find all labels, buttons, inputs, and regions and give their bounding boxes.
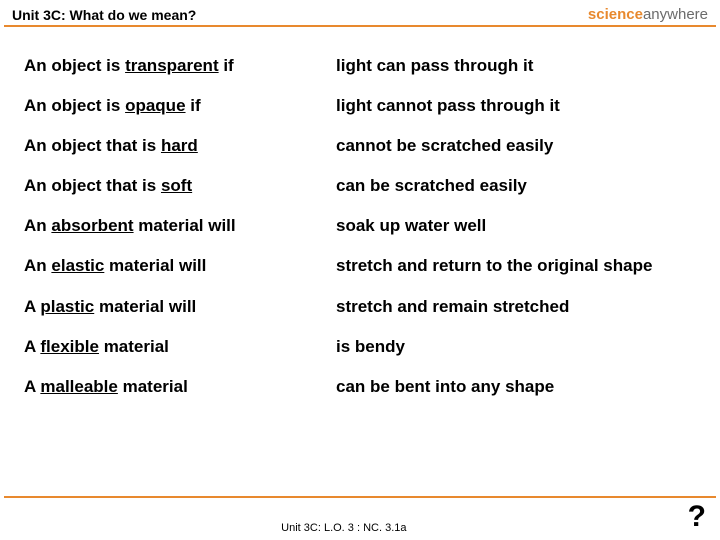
- term-cell: An object that is hard: [24, 135, 336, 157]
- help-qmark[interactable]: ?: [688, 502, 706, 534]
- logo-left: science: [588, 6, 643, 23]
- definition-cell: cannot be scratched easily: [336, 135, 696, 157]
- term-pre: An object is: [24, 56, 125, 75]
- footer: Unit 3C: L.O. 3 : NC. 3.1a ?: [0, 496, 720, 534]
- term-cell: A flexible material: [24, 336, 336, 358]
- term-keyword: transparent: [125, 56, 219, 75]
- term-cell: A plastic material will: [24, 296, 336, 318]
- term-post: material: [99, 337, 169, 356]
- term-pre: A: [24, 377, 40, 396]
- term-keyword: flexible: [40, 337, 99, 356]
- term-pre: An: [24, 216, 51, 235]
- definition-row: An elastic material willstretch and retu…: [24, 255, 696, 277]
- definition-row: A plastic material willstretch and remai…: [24, 296, 696, 318]
- term-pre: A: [24, 337, 40, 356]
- footer-row: Unit 3C: L.O. 3 : NC. 3.1a ?: [0, 502, 720, 534]
- term-post: material: [118, 377, 188, 396]
- definition-cell: is bendy: [336, 336, 696, 358]
- term-pre: An object that is: [24, 176, 161, 195]
- definition-row: An object is transparent iflight can pas…: [24, 55, 696, 77]
- definition-row: An object is opaque iflight cannot pass …: [24, 95, 696, 117]
- unit-title: Unit 3C: What do we mean?: [12, 7, 196, 23]
- header: Unit 3C: What do we mean? scienceanywher…: [0, 0, 720, 25]
- definition-cell: stretch and return to the original shape: [336, 255, 696, 277]
- term-keyword: hard: [161, 136, 198, 155]
- definition-row: An absorbent material willsoak up water …: [24, 215, 696, 237]
- logo-right: anywhere: [643, 6, 708, 23]
- definition-row: A flexible materialis bendy: [24, 336, 696, 358]
- definition-cell: stretch and remain stretched: [336, 296, 696, 318]
- term-pre: An object is: [24, 96, 125, 115]
- term-post: material will: [104, 256, 206, 275]
- definition-row: An object that is softcan be scratched e…: [24, 175, 696, 197]
- term-pre: An: [24, 256, 51, 275]
- definition-cell: can be scratched easily: [336, 175, 696, 197]
- term-keyword: absorbent: [51, 216, 133, 235]
- definition-cell: light cannot pass through it: [336, 95, 696, 117]
- term-cell: An object is transparent if: [24, 55, 336, 77]
- term-keyword: soft: [161, 176, 192, 195]
- term-cell: An elastic material will: [24, 255, 336, 277]
- term-pre: A: [24, 297, 40, 316]
- definition-cell: soak up water well: [336, 215, 696, 237]
- term-keyword: plastic: [40, 297, 94, 316]
- definition-cell: light can pass through it: [336, 55, 696, 77]
- term-post: if: [186, 96, 201, 115]
- footer-rule: [4, 496, 716, 498]
- definition-row: A malleable materialcan be bent into any…: [24, 376, 696, 398]
- term-cell: An object that is soft: [24, 175, 336, 197]
- term-pre: An object that is: [24, 136, 161, 155]
- definition-cell: can be bent into any shape: [336, 376, 696, 398]
- term-cell: An absorbent material will: [24, 215, 336, 237]
- header-rule: [4, 25, 716, 27]
- footer-ref: Unit 3C: L.O. 3 : NC. 3.1a: [0, 522, 688, 534]
- term-cell: A malleable material: [24, 376, 336, 398]
- term-keyword: malleable: [40, 377, 118, 396]
- term-cell: An object is opaque if: [24, 95, 336, 117]
- term-keyword: opaque: [125, 96, 185, 115]
- term-post: if: [219, 56, 234, 75]
- term-post: material will: [94, 297, 196, 316]
- definition-row: An object that is hardcannot be scratche…: [24, 135, 696, 157]
- term-post: material will: [134, 216, 236, 235]
- logo: scienceanywhere: [588, 6, 708, 23]
- term-keyword: elastic: [51, 256, 104, 275]
- content: An object is transparent iflight can pas…: [0, 31, 720, 424]
